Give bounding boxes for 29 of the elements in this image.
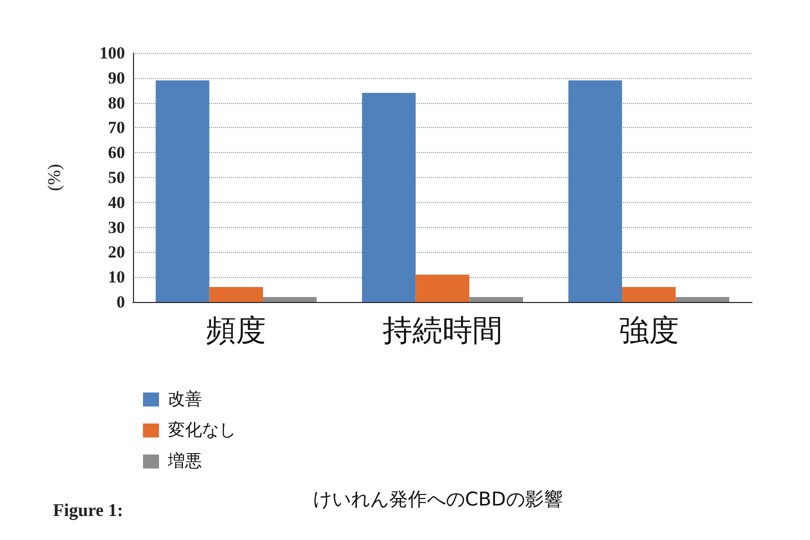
bar (568, 80, 622, 302)
y-tick-label: 60 (108, 143, 125, 162)
bar (416, 274, 470, 302)
y-tick-label: 80 (108, 93, 125, 112)
y-tick-label: 100 (100, 44, 125, 62)
y-tick-label: 20 (108, 242, 125, 262)
x-tick-label: 強度 (618, 314, 679, 348)
legend-label: 改善 (168, 390, 202, 410)
y-tick-label: 50 (108, 168, 125, 187)
legend-label: 変化なし (168, 420, 236, 440)
y-tick-label: 70 (108, 118, 125, 138)
x-tick-label: 持続時間 (382, 314, 502, 348)
bar (156, 80, 210, 302)
y-tick-label: 0 (116, 292, 125, 312)
bar (262, 297, 317, 302)
y-tick-label: 40 (108, 192, 125, 212)
bar (469, 297, 523, 302)
legend-label: 増悪 (167, 452, 202, 472)
x-tick-label: 頻度 (206, 314, 266, 348)
bar (209, 287, 263, 302)
y-tick-label: 30 (108, 218, 125, 237)
y-tick-label: 90 (108, 68, 125, 88)
y-axis-title: (%) (44, 164, 64, 191)
bar (362, 92, 416, 302)
text: けいれん発作へのCBDの影響 (313, 488, 563, 510)
bar (676, 297, 730, 302)
bar (622, 287, 676, 302)
y-tick-label: 10 (108, 268, 125, 287)
caption: Figure 1: (53, 500, 124, 520)
